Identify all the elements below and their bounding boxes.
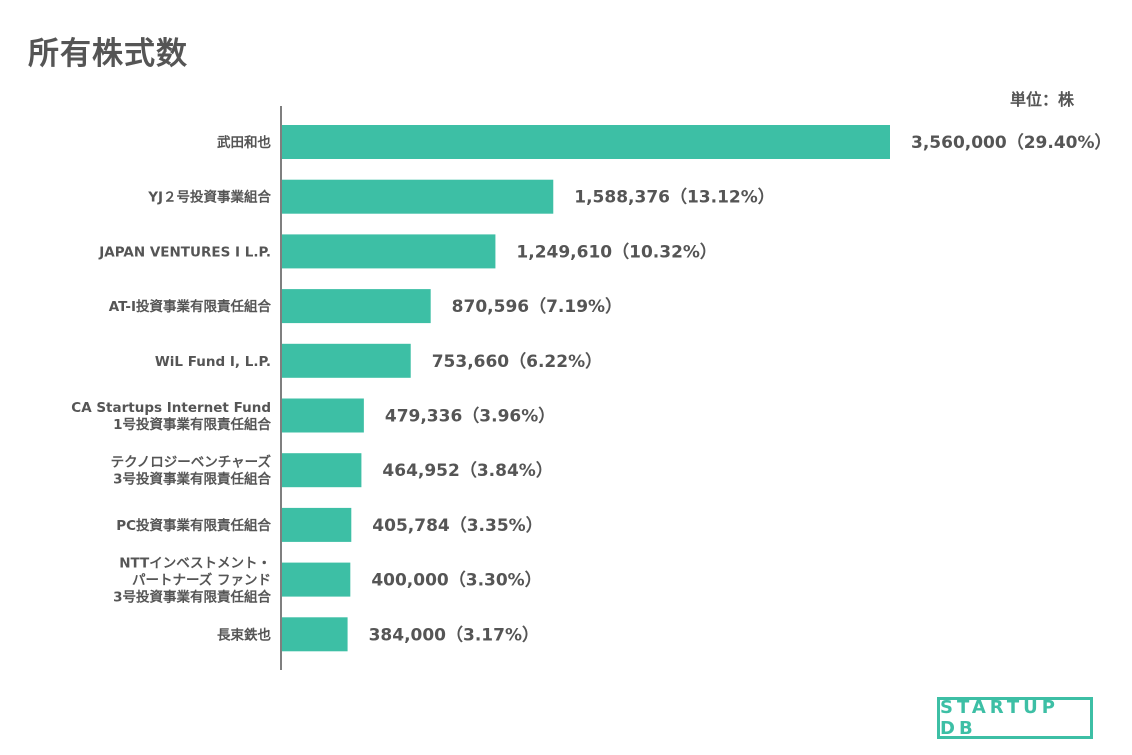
bar-3 — [282, 234, 496, 269]
unit-label: 単位：株 — [1010, 90, 1075, 109]
data-label-10: 384,000（3.17%） — [369, 624, 539, 645]
category-label-4: AT-Ⅰ投資事業有限責任組合 — [109, 298, 272, 315]
data-label-5: 753,660（6.22%） — [432, 351, 602, 372]
data-label-4: 870,596（7.19%） — [452, 296, 622, 317]
data-label-8: 405,784（3.35%） — [372, 515, 542, 536]
category-label-9-line-3: 3号投資事業有限責任組合 — [113, 589, 271, 606]
category-label-7-line-2: 3号投資事業有限責任組合 — [113, 471, 271, 488]
category-label-10: 長束鉄也 — [217, 626, 271, 643]
bar-8 — [282, 507, 352, 542]
category-label-6-line-2: 1号投資事業有限責任組合 — [113, 416, 271, 433]
bar-7 — [282, 453, 362, 488]
category-label-9-line-2: パートナーズ ファンド — [132, 572, 271, 589]
category-label-8: PC投資事業有限責任組合 — [116, 517, 271, 534]
page-title: 所有株式数 — [28, 36, 188, 72]
data-label-6: 479,336（3.96%） — [385, 406, 555, 427]
bar-2 — [282, 179, 554, 214]
category-label-1: 武田和也 — [217, 134, 271, 151]
bar-6 — [282, 398, 364, 433]
category-label-7-line-1: テクノロジーベンチャーズ — [111, 454, 272, 471]
data-label-7: 464,952（3.84%） — [382, 460, 552, 481]
bar-1 — [282, 125, 890, 159]
bar-4 — [282, 289, 431, 324]
bar-10 — [282, 617, 348, 652]
category-label-9-line-1: NTTインベストメント・ — [119, 556, 271, 572]
data-label-9: 400,000（3.30%） — [371, 570, 541, 591]
data-label-1: 3,560,000（29.40%） — [911, 132, 1112, 153]
bar-9 — [282, 562, 351, 597]
category-label-6-line-1: CA Startups Internet Fund — [71, 400, 271, 416]
data-label-3: 1,249,610（10.32%） — [516, 241, 717, 262]
category-label-3: JAPAN VENTURES I L.P. — [98, 244, 271, 260]
category-label-2: YJ２号投資事業組合 — [147, 189, 271, 206]
bar-5 — [282, 343, 411, 378]
category-label-5: WiL Fund I, L.P. — [155, 354, 271, 370]
data-label-2: 1,588,376（13.12%） — [574, 187, 775, 208]
startup-db-logo: STARTUP DB — [937, 697, 1093, 739]
